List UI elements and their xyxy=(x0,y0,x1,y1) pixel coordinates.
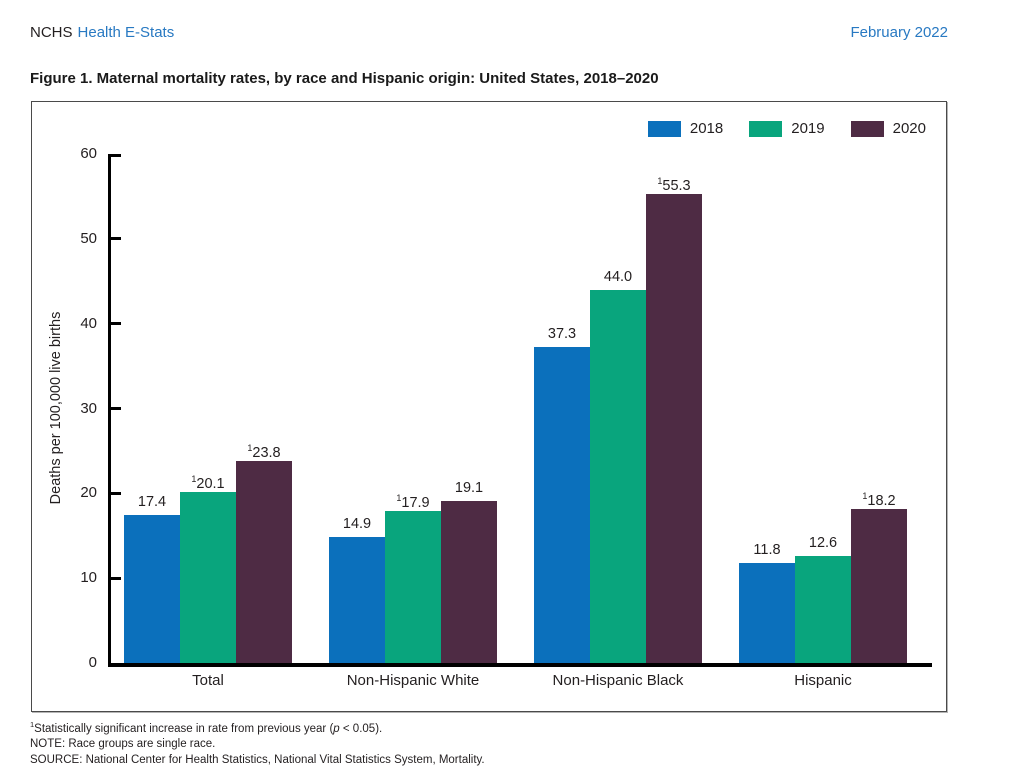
bar-2018-hispanic xyxy=(739,562,795,663)
legend-label-2020: 2020 xyxy=(892,120,926,137)
y-axis-line xyxy=(108,154,111,667)
x-axis-line xyxy=(108,663,932,667)
figure-title: Figure 1. Maternal mortality rates, by r… xyxy=(30,70,659,87)
bar-2020-non-hispanic-white xyxy=(441,500,497,663)
legend-swatch-2019 xyxy=(749,120,783,137)
x-category-label-total: Total xyxy=(192,672,224,689)
y-tick-40 xyxy=(111,322,121,326)
y-tick-label-30: 30 xyxy=(80,399,97,417)
bar-2020-total xyxy=(236,461,292,663)
bar-value-2020-hispanic: 118.2 xyxy=(862,490,896,509)
bar-2019-non-hispanic-white xyxy=(385,511,441,663)
legend-item-2019: 2019 xyxy=(749,120,825,137)
footnotes: 1Statistically significant increase in r… xyxy=(30,717,948,768)
bar-2018-non-hispanic-white xyxy=(329,536,385,663)
plot-area: 0 10 20 30 40 50 60 17.4 120.1 123.8 Total 14.9 117.… xyxy=(80,145,932,689)
y-tick-60 xyxy=(111,154,121,157)
x-category-label-non-hispanic-black: Non-Hispanic Black xyxy=(552,672,684,689)
y-tick-label-60: 60 xyxy=(80,145,97,162)
x-category-label-hispanic: Hispanic xyxy=(794,672,852,689)
brand-publication: Health E-Stats xyxy=(77,24,175,41)
footnote-note: NOTE: Race groups are single race. xyxy=(30,738,216,751)
y-tick-label-50: 50 xyxy=(80,229,97,247)
bar-value-2020-non-hispanic-white: 19.1 xyxy=(454,479,484,496)
y-tick-20 xyxy=(111,491,121,495)
bar-value-2020-total: 123.8 xyxy=(247,443,281,461)
y-tick-label-0: 0 xyxy=(88,654,97,671)
chart-frame: 2018 2019 2020 Deaths per 100,000 live bir… xyxy=(31,101,947,712)
footnote-significance-tail: < 0.05). xyxy=(339,722,383,735)
y-tick-label-20: 20 xyxy=(80,484,97,502)
bar-value-2019-hispanic: 12.6 xyxy=(808,535,838,552)
x-category-label-non-hispanic-white: Non-Hispanic White xyxy=(346,672,480,689)
legend-item-2020: 2020 xyxy=(850,120,926,137)
bar-value-2019-total: 120.1 xyxy=(191,474,225,493)
legend-label-2018: 2018 xyxy=(689,120,724,137)
footnote-significance: 1Statistically significant increase in r… xyxy=(30,717,948,737)
bar-2018-total xyxy=(124,515,180,663)
y-tick-30 xyxy=(111,407,121,410)
bar-2019-non-hispanic-black xyxy=(590,289,646,663)
legend-swatch-2018 xyxy=(647,120,681,137)
bar-value-2018-non-hispanic-black: 37.3 xyxy=(547,325,577,342)
document-header: NCHS Health E-Stats February 2022 xyxy=(30,24,948,41)
legend-swatch-2020 xyxy=(850,120,884,137)
footnote-source: SOURCE: National Center for Health Stati… xyxy=(30,753,485,766)
bar-2018-non-hispanic-black xyxy=(534,346,590,663)
chart-legend: 2018 2019 2020 xyxy=(647,120,926,137)
y-tick-label-40: 40 xyxy=(80,314,97,332)
bar-value-2018-hispanic: 11.8 xyxy=(753,541,781,558)
document-date: February 2022 xyxy=(850,24,948,41)
bar-value-2019-non-hispanic-white: 117.9 xyxy=(396,493,430,511)
footnote-sup: 1 xyxy=(30,720,35,729)
y-tick-10 xyxy=(111,576,121,580)
document-brand: NCHS Health E-Stats xyxy=(30,24,174,41)
legend-item-2018: 2018 xyxy=(647,120,724,137)
bar-2019-total xyxy=(180,492,236,663)
legend-label-2019: 2019 xyxy=(791,120,825,137)
bar-2020-non-hispanic-black xyxy=(646,193,702,663)
footnote-p-symbol: p xyxy=(333,722,340,735)
y-tick-label-10: 10 xyxy=(80,569,97,587)
bar-value-2018-total: 17.4 xyxy=(137,494,167,511)
footnote-significance-text: Statistically significant increase in ra… xyxy=(34,722,334,735)
brand-org: NCHS xyxy=(30,24,73,41)
bar-value-2020-non-hispanic-black: 155.3 xyxy=(657,175,691,194)
bar-2020-hispanic xyxy=(851,508,907,663)
y-tick-50 xyxy=(111,237,121,241)
bar-value-2018-non-hispanic-white: 14.9 xyxy=(342,515,372,532)
bar-value-2019-non-hispanic-black: 44.0 xyxy=(603,268,633,285)
bar-2019-hispanic xyxy=(795,556,851,663)
